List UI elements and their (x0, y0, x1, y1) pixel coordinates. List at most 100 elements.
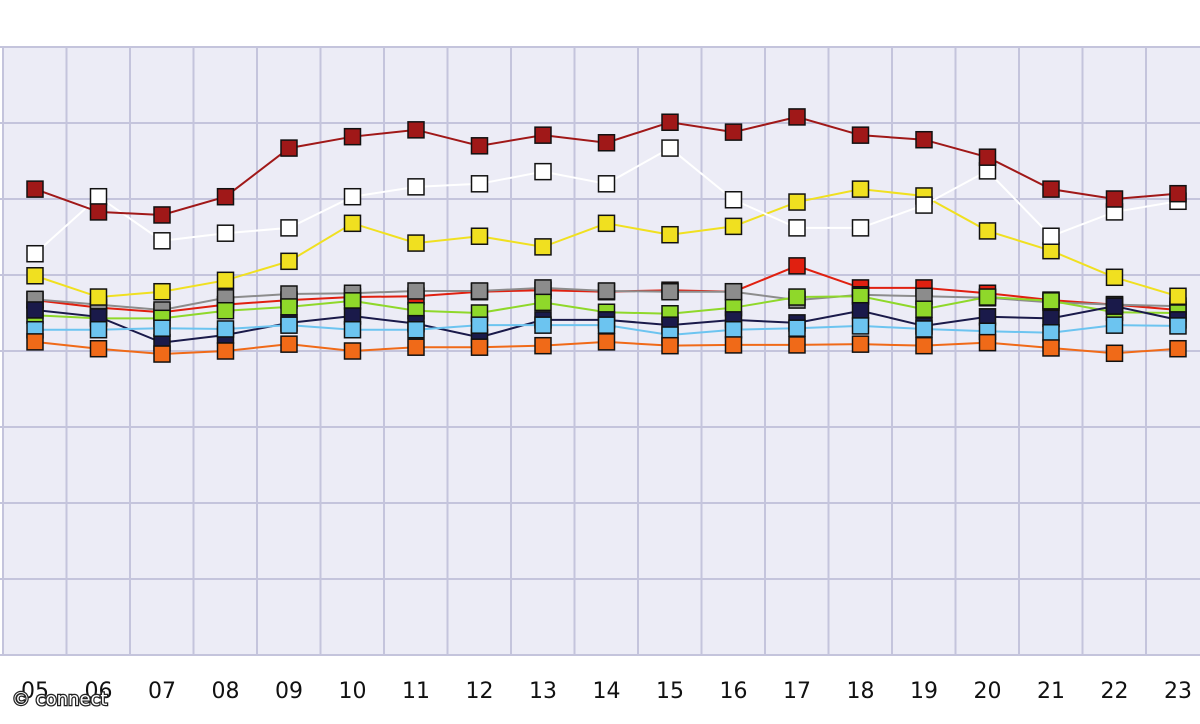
data-point (1042, 227, 1060, 245)
data-point (788, 219, 806, 237)
data-point (534, 279, 552, 297)
data-point (978, 288, 997, 306)
data-point (89, 339, 108, 358)
data-point (851, 317, 870, 335)
data-point (724, 217, 743, 236)
data-point (1105, 268, 1124, 287)
data-point (1169, 287, 1187, 306)
data-point (534, 126, 552, 144)
x-tick-label: 11 (402, 679, 430, 704)
data-point (661, 282, 679, 301)
data-point (724, 320, 743, 339)
data-point (978, 148, 997, 166)
data-point (26, 180, 44, 198)
data-point (724, 282, 743, 301)
data-point (89, 203, 108, 221)
data-point (597, 316, 616, 334)
data-point (216, 342, 235, 360)
data-point (280, 219, 298, 237)
data-point (280, 139, 298, 157)
x-tick-label: 10 (339, 679, 367, 704)
data-point (343, 342, 362, 360)
data-point (216, 301, 235, 320)
data-point (89, 288, 108, 306)
data-point (788, 193, 806, 211)
x-tick-label: 17 (783, 679, 811, 704)
data-point (407, 338, 425, 356)
x-tick-label: 07 (148, 679, 176, 704)
data-point (216, 187, 235, 206)
data-point (26, 333, 44, 351)
data-point (915, 196, 933, 214)
x-tick-label: 13 (529, 679, 557, 704)
data-point (851, 301, 870, 320)
data-point (280, 316, 298, 334)
data-point (1105, 297, 1124, 315)
data-point (597, 134, 616, 152)
data-point (216, 320, 235, 338)
data-point (89, 187, 108, 206)
data-point (851, 180, 870, 198)
data-point (407, 121, 425, 139)
data-point (343, 127, 362, 146)
data-point (1169, 184, 1187, 203)
x-tick-label: 21 (1037, 679, 1065, 704)
data-point (1042, 324, 1060, 342)
data-point (788, 257, 806, 275)
data-point (343, 214, 362, 233)
data-point (89, 320, 108, 339)
data-point (1042, 339, 1060, 357)
data-point (661, 225, 679, 244)
data-point (153, 345, 171, 363)
data-point (470, 175, 489, 193)
data-point (788, 288, 806, 306)
data-point (1169, 317, 1187, 335)
data-point (915, 130, 933, 149)
data-point (280, 252, 298, 271)
x-tick-label: 19 (910, 679, 938, 704)
data-point (534, 293, 552, 312)
data-point (915, 336, 933, 355)
data-point (978, 222, 997, 240)
data-point (661, 336, 679, 355)
x-tick-label: 09 (275, 679, 303, 704)
data-point (724, 191, 743, 209)
data-point (1169, 339, 1187, 358)
data-point (280, 335, 298, 353)
x-tick-label: 06 (85, 679, 113, 704)
data-point (534, 238, 552, 256)
data-point (915, 320, 933, 338)
data-point (407, 320, 425, 339)
data-point (343, 187, 362, 206)
data-point (153, 206, 171, 224)
x-tick-label: 08 (212, 679, 240, 704)
x-tick-label: 05 (21, 679, 49, 704)
x-tick-label: 14 (593, 679, 621, 704)
data-point (1042, 309, 1060, 328)
data-point (470, 137, 489, 155)
data-point (534, 336, 552, 355)
x-tick-label: 22 (1101, 679, 1129, 704)
data-point (153, 282, 171, 301)
data-point (851, 126, 870, 144)
data-point (978, 308, 997, 326)
data-point (407, 282, 425, 300)
data-point (661, 139, 679, 157)
watermark: © connect (12, 689, 107, 710)
data-point (788, 108, 806, 126)
data-point (1105, 316, 1124, 334)
data-point (851, 335, 870, 353)
data-point (26, 301, 44, 319)
x-tick-label: 15 (656, 679, 684, 704)
x-tick-label: 12 (466, 679, 494, 704)
data-point (470, 338, 489, 356)
data-point (597, 175, 616, 193)
data-point (978, 333, 997, 352)
data-point (1105, 190, 1124, 208)
data-point (851, 219, 870, 237)
data-point (216, 271, 235, 290)
data-point (343, 320, 362, 339)
data-point (26, 244, 44, 263)
data-point (534, 316, 552, 334)
